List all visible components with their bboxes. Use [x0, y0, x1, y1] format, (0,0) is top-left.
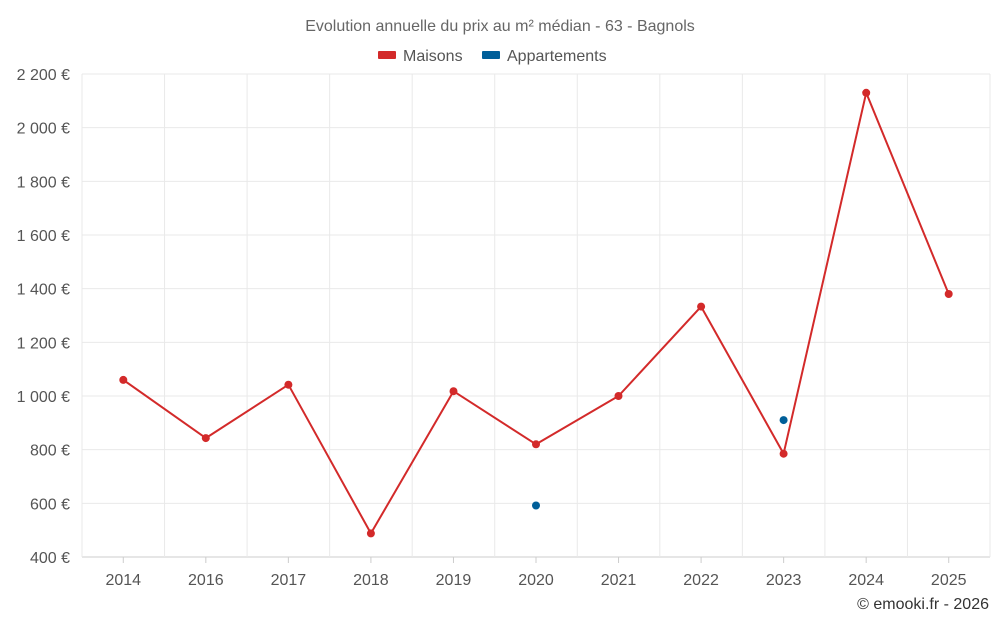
x-tick-label: 2019 [436, 572, 472, 589]
x-tick-label: 2023 [766, 572, 802, 589]
legend-label-appartements: Appartements [507, 48, 607, 65]
y-tick-label: 600 € [30, 496, 70, 513]
x-tick-label: 2022 [683, 572, 719, 589]
y-tick-label: 1 000 € [17, 389, 70, 406]
data-point-maisons[interactable] [697, 302, 706, 311]
y-tick-label: 2 000 € [17, 121, 70, 138]
x-tick-label: 2018 [353, 572, 389, 589]
y-axis: 400 € 600 € 800 € 1 000 € 1 200 € 1 400 € 1 60… [17, 67, 70, 567]
x-tick-label: 2014 [105, 572, 141, 589]
data-point-maisons[interactable] [862, 88, 871, 97]
data-point-maisons[interactable] [201, 434, 210, 443]
y-tick-label: 2 200 € [17, 67, 70, 84]
chart-title: Evolution annuelle du prix au m² médian … [305, 18, 695, 35]
y-tick-label: 1 600 € [17, 228, 70, 245]
y-tick-label: 800 € [30, 443, 70, 460]
y-tick-label: 1 400 € [17, 282, 70, 299]
y-tick-label: 1 200 € [17, 335, 70, 352]
data-point-maisons[interactable] [366, 529, 375, 538]
y-tick-label: 400 € [30, 550, 70, 567]
data-point-maisons[interactable] [779, 449, 788, 458]
data-point-appartements[interactable] [779, 416, 788, 425]
legend: Maisons Appartements [378, 48, 607, 65]
grid [81, 73, 991, 558]
x-tick-label: 2020 [518, 572, 554, 589]
legend-label-maisons: Maisons [403, 48, 463, 65]
data-point-maisons[interactable] [944, 290, 953, 298]
credit: © emooki.fr - 2026 [857, 596, 989, 613]
legend-swatch-appartements [482, 51, 500, 59]
data-point-maisons[interactable] [449, 387, 458, 396]
legend-swatch-maisons [378, 51, 396, 59]
data-point-maisons[interactable] [284, 380, 293, 389]
x-tick-label: 2025 [931, 572, 967, 589]
x-tick-label: 2017 [271, 572, 307, 589]
data-point-maisons[interactable] [614, 392, 623, 400]
x-tick-label: 2021 [601, 572, 637, 589]
data-point-appartements[interactable] [532, 501, 540, 510]
x-axis: 2014 2016 2017 2018 2019 2020 2021 2022 2023 2024… [105, 557, 967, 589]
x-tick-label: 2016 [188, 572, 224, 589]
x-tick-label: 2024 [848, 572, 884, 589]
legend-item-appartements[interactable]: Appartements [482, 48, 607, 65]
y-tick-label: 1 800 € [17, 174, 70, 191]
legend-item-maisons[interactable]: Maisons [378, 48, 463, 65]
series [119, 88, 953, 538]
data-point-maisons[interactable] [532, 440, 540, 449]
data-point-maisons[interactable] [119, 375, 128, 384]
